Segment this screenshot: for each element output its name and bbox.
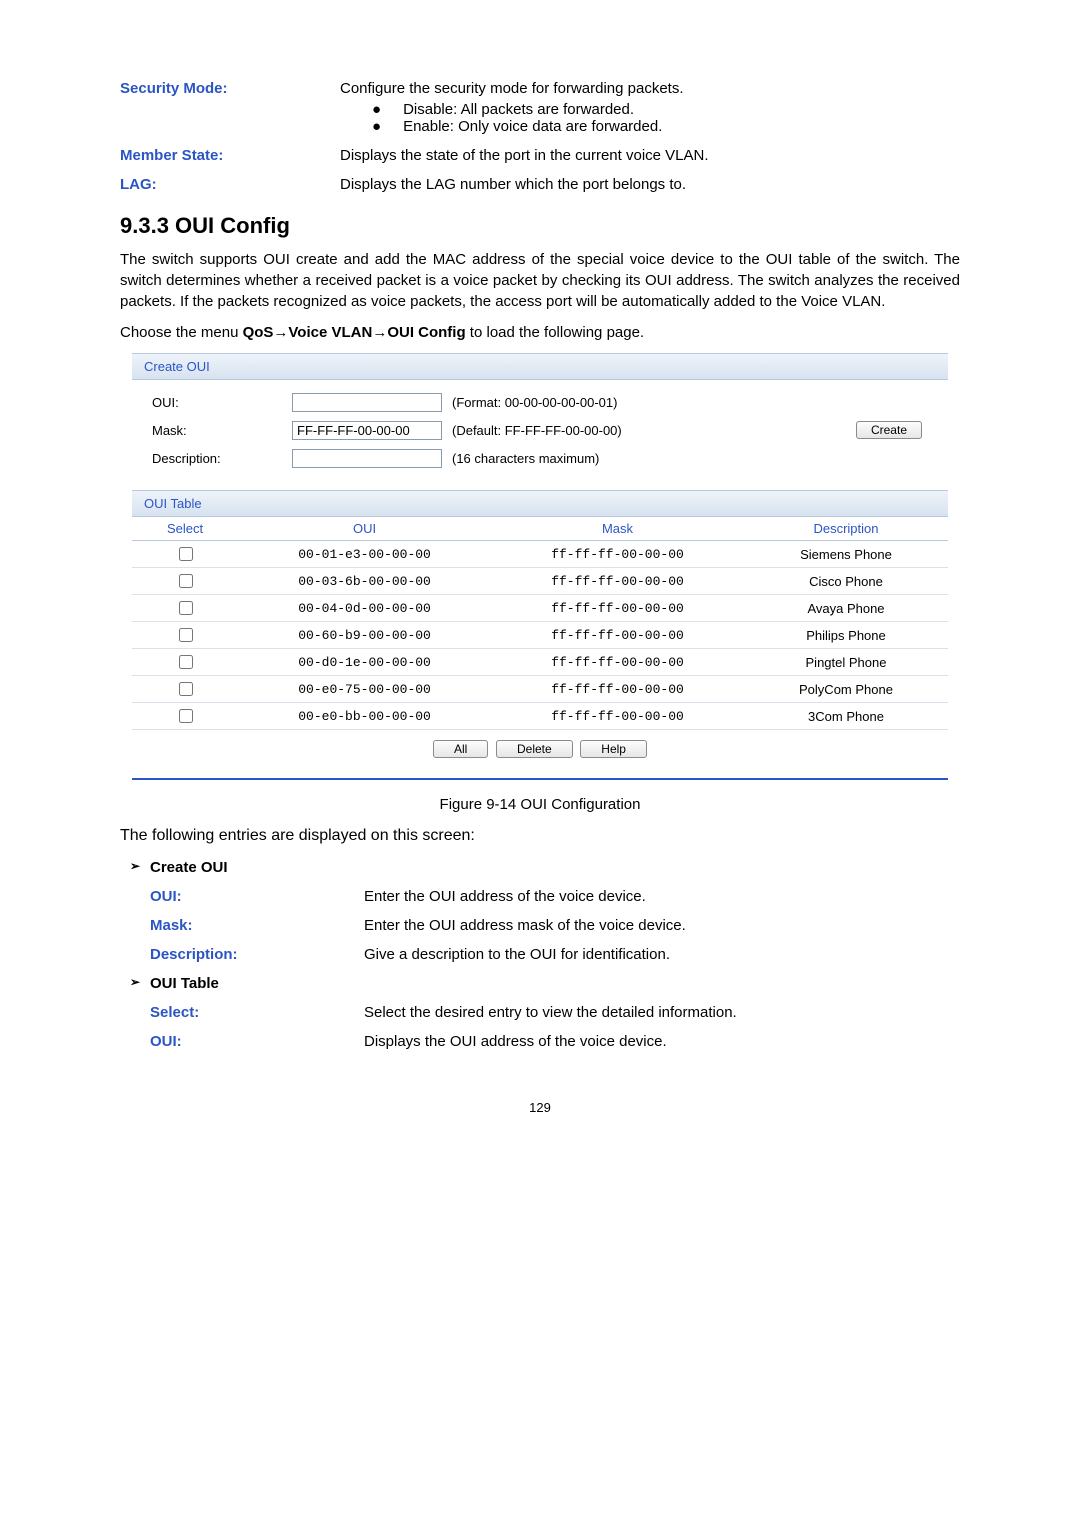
hint-oui: (Format: 00-00-00-00-00-01) [452,395,732,410]
term-member-state: Member State: [120,147,340,164]
form-row-mask: Mask: (Default: FF-FF-FF-00-00-00) [152,416,856,444]
cell-mask: ff-ff-ff-00-00-00 [491,676,744,703]
row-select-checkbox[interactable] [179,628,193,642]
sub1-body-mask: Enter the OUI address mask of the voice … [364,917,960,934]
sub2-select: Select: Select the desired entry to view… [150,1004,960,1021]
sub1-oui: OUI: Enter the OUI address of the voice … [150,888,960,905]
arrow-icon: ➢ [120,859,150,876]
label-oui: OUI: [152,395,292,410]
form-row-description: Description: (16 characters maximum) [152,444,856,472]
table-row: 00-01-e3-00-00-00ff-ff-ff-00-00-00Siemen… [132,541,948,568]
help-button[interactable]: Help [580,740,647,758]
cell-mask: ff-ff-ff-00-00-00 [491,649,744,676]
create-oui-panel: Create OUI OUI: (Format: 00-00-00-00-00-… [132,353,948,480]
cell-oui: 00-e0-bb-00-00-00 [238,703,491,730]
oui-table-panel: OUI Table Select OUI Mask Description 00… [132,490,948,768]
section-title: 9.3.3 OUI Config [120,213,960,239]
row-select-checkbox[interactable] [179,682,193,696]
row-select-checkbox[interactable] [179,601,193,615]
entries-intro: The following entries are displayed on t… [120,827,960,845]
delete-button[interactable]: Delete [496,740,573,758]
body-member-state: Displays the state of the port in the cu… [340,147,960,164]
sub2-term-select: Select: [150,1004,370,1021]
sub1-mask: Mask: Enter the OUI address mask of the … [150,917,960,934]
arrow-icon: ➢ [120,975,150,992]
cell-oui: 00-d0-1e-00-00-00 [238,649,491,676]
cell-mask: ff-ff-ff-00-00-00 [491,622,744,649]
cell-description: PolyCom Phone [744,676,948,703]
cell-mask: ff-ff-ff-00-00-00 [491,595,744,622]
label-mask: Mask: [152,423,292,438]
table-row: 00-d0-1e-00-00-00ff-ff-ff-00-00-00Pingte… [132,649,948,676]
table-row: 00-03-6b-00-00-00ff-ff-ff-00-00-00Cisco … [132,568,948,595]
oui-table: Select OUI Mask Description 00-01-e3-00-… [132,517,948,730]
table-row: 00-04-0d-00-00-00ff-ff-ff-00-00-00Avaya … [132,595,948,622]
cell-description: Pingtel Phone [744,649,948,676]
create-oui-heading: Create OUI [132,353,948,380]
cell-oui: 00-e0-75-00-00-00 [238,676,491,703]
para-oui-config-2: Choose the menu QoS→Voice VLAN→OUI Confi… [120,322,960,343]
row-select-checkbox[interactable] [179,547,193,561]
cell-oui: 00-03-6b-00-00-00 [238,568,491,595]
input-description[interactable] [292,449,442,468]
page-number: 129 [120,1100,960,1115]
sub1-description: Description: Give a description to the O… [150,946,960,963]
table-row: 00-e0-75-00-00-00ff-ff-ff-00-00-00PolyCo… [132,676,948,703]
sub2-body-select: Select the desired entry to view the det… [364,1004,960,1021]
hint-description: (16 characters maximum) [452,451,732,466]
sub1-term-mask: Mask: [150,917,370,934]
oui-table-heading: OUI Table [132,490,948,517]
term-security-mode: Security Mode: [120,80,340,135]
cell-description: Siemens Phone [744,541,948,568]
figure-caption: Figure 9-14 OUI Configuration [120,796,960,813]
cell-mask: ff-ff-ff-00-00-00 [491,568,744,595]
row-select-checkbox[interactable] [179,655,193,669]
cell-mask: ff-ff-ff-00-00-00 [491,703,744,730]
def-lag: LAG: Displays the LAG number which the p… [120,176,960,193]
term-lag: LAG: [120,176,340,193]
body-security-mode: Configure the security mode for forwardi… [340,80,960,135]
input-oui[interactable] [292,393,442,412]
cell-description: Avaya Phone [744,595,948,622]
sub2-body-oui: Displays the OUI address of the voice de… [364,1033,960,1050]
cell-description: 3Com Phone [744,703,948,730]
separator [132,778,948,780]
sub-oui-table-heading: ➢ OUI Table [120,975,960,992]
sub1-term-description: Description: [150,946,370,963]
bullet-enable: Enable: Only voice data are forwarded. [372,118,960,135]
def-security-mode: Security Mode: Configure the security mo… [120,80,960,135]
form-row-oui: OUI: (Format: 00-00-00-00-00-01) [152,388,856,416]
sub2-oui: OUI: Displays the OUI address of the voi… [150,1033,960,1050]
label-description: Description: [152,451,292,466]
para-oui-config-1: The switch supports OUI create and add t… [120,249,960,312]
cell-oui: 00-04-0d-00-00-00 [238,595,491,622]
create-button[interactable]: Create [856,421,922,439]
table-row: 00-e0-bb-00-00-00ff-ff-ff-00-00-003Com P… [132,703,948,730]
sub1-term-oui: OUI: [150,888,370,905]
sub1-body-description: Give a description to the OUI for identi… [364,946,960,963]
table-row: 00-60-b9-00-00-00ff-ff-ff-00-00-00Philip… [132,622,948,649]
sub1-body-oui: Enter the OUI address of the voice devic… [364,888,960,905]
hint-mask: (Default: FF-FF-FF-00-00-00) [452,423,732,438]
def-member-state: Member State: Displays the state of the … [120,147,960,164]
col-mask: Mask [491,517,744,541]
bullet-disable: Disable: All packets are forwarded. [372,101,960,118]
col-select: Select [132,517,238,541]
body-lag: Displays the LAG number which the port b… [340,176,960,193]
sub2-term-oui: OUI: [150,1033,370,1050]
cell-oui: 00-60-b9-00-00-00 [238,622,491,649]
input-mask[interactable] [292,421,442,440]
row-select-checkbox[interactable] [179,709,193,723]
col-description: Description [744,517,948,541]
sub-create-oui-heading: ➢ Create OUI [120,859,960,876]
all-button[interactable]: All [433,740,488,758]
row-select-checkbox[interactable] [179,574,193,588]
cell-description: Cisco Phone [744,568,948,595]
cell-description: Philips Phone [744,622,948,649]
cell-mask: ff-ff-ff-00-00-00 [491,541,744,568]
col-oui: OUI [238,517,491,541]
cell-oui: 00-01-e3-00-00-00 [238,541,491,568]
